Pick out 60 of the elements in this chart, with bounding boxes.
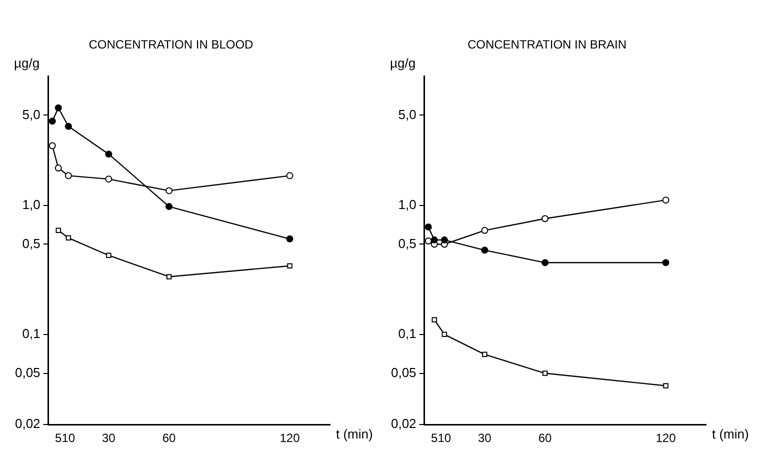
y-tick-label: 5,0 <box>398 106 416 122</box>
x-tick-label: 60 <box>162 431 176 446</box>
y-tick-label: 0,1 <box>398 326 416 341</box>
point <box>54 104 62 112</box>
x-tick-label: 10 <box>62 431 76 446</box>
point <box>48 142 56 150</box>
point <box>286 172 294 180</box>
x-tick-label: 30 <box>102 431 116 446</box>
point <box>542 215 549 222</box>
point <box>663 383 668 388</box>
x-tick-label: 30 <box>478 431 492 446</box>
point <box>106 252 112 258</box>
point <box>440 236 448 244</box>
point <box>442 332 448 338</box>
point <box>662 196 670 204</box>
x-tick-label: 60 <box>538 431 552 446</box>
point <box>481 246 488 254</box>
point <box>166 203 173 210</box>
x-tick-label: 5 <box>55 431 62 446</box>
chart-title: CONCENTRATION IN BRAIN <box>467 38 627 52</box>
chart-title: CONCENTRATION IN BLOOD <box>88 38 254 52</box>
x-axis-title: t (min) <box>712 426 749 442</box>
point <box>542 259 549 266</box>
point <box>166 187 173 194</box>
point <box>54 164 62 172</box>
y-tick-label: 0,02 <box>390 416 416 432</box>
x-tick-label: 120 <box>280 431 300 446</box>
point <box>166 274 172 280</box>
point <box>424 224 432 231</box>
point <box>64 172 72 180</box>
point <box>287 263 292 268</box>
y-tick-label: 0,5 <box>22 236 40 251</box>
point <box>424 237 432 244</box>
point <box>286 235 294 242</box>
point <box>432 317 437 322</box>
y-tick-label: 5,0 <box>22 106 40 122</box>
y-tick-label: 0,05 <box>14 364 40 380</box>
x-tick-label: 10 <box>438 431 452 446</box>
y-tick-label: 0,5 <box>398 236 416 251</box>
x-axis-title: t (min) <box>336 426 373 442</box>
point <box>430 236 438 244</box>
point <box>542 370 548 376</box>
point <box>56 228 61 234</box>
point <box>105 176 112 183</box>
y-tick-label: 0,1 <box>22 326 40 341</box>
y-axis-title: µg/g <box>390 55 416 70</box>
x-tick-label: 120 <box>656 431 676 446</box>
point <box>64 122 72 130</box>
point <box>105 150 112 158</box>
y-tick-label: 0,02 <box>14 416 40 432</box>
point <box>481 226 488 234</box>
point <box>66 235 72 241</box>
point <box>482 352 488 358</box>
x-tick-label: 5 <box>431 431 438 446</box>
point <box>662 259 670 266</box>
y-axis-title: µg/g <box>14 55 40 70</box>
y-tick-label: 1,0 <box>22 196 40 212</box>
y-tick-label: 0,05 <box>390 364 416 380</box>
point <box>48 118 56 125</box>
y-tick-label: 1,0 <box>398 196 416 212</box>
